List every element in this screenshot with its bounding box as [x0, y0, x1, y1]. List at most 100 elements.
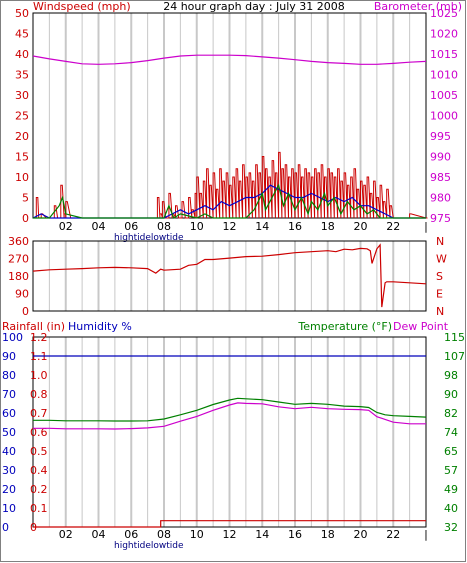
time-tick-label: | [424, 528, 428, 541]
barometer-tick-label: 990 [430, 151, 451, 164]
time-ticks-bottom: 02 04 06 08 10 12 14 16 18 20 22 | [59, 528, 428, 541]
windspeed-tick-label: 30 [15, 89, 29, 102]
compass-tick-label: W [436, 253, 447, 266]
time-tick-label: 10 [190, 220, 204, 233]
time-tick-label: 02 [59, 220, 73, 233]
time-tick-label: 14 [255, 528, 269, 541]
wind-gust-series [33, 151, 428, 219]
time-tick-label: 18 [321, 220, 335, 233]
dewpoint-axis-label: Dew Point [393, 320, 449, 333]
rainfall-tick-label: 0.2 [30, 483, 48, 496]
barometer-tick-label: 980 [430, 192, 451, 205]
time-tick-label: 06 [124, 528, 138, 541]
temperature-tick-label: 98 [444, 369, 458, 382]
humidity-tick-label: 10 [2, 502, 16, 515]
windspeed-tick-label: 40 [15, 48, 29, 61]
barometer-tick-label: 1005 [430, 89, 458, 102]
windspeed-tick-label: 5 [22, 192, 29, 205]
windspeed-tick-label: 20 [15, 130, 29, 143]
windspeed-tick-label: 10 [15, 171, 29, 184]
time-tick-label: 02 [59, 528, 73, 541]
time-ticks-top: 02 04 06 08 10 12 14 16 18 20 22 | [59, 220, 428, 233]
humidity-tick-label: 80 [2, 369, 16, 382]
direction-tick-label: 270 [8, 253, 29, 266]
compass-tick-label: S [436, 270, 443, 283]
time-tick-label: 08 [157, 528, 171, 541]
barometer-tick-label: 1020 [430, 28, 458, 41]
time-tick-label: 12 [223, 528, 237, 541]
rainfall-ticks: 00.10.20.40.50.60.70.81.01.11.2 [30, 331, 48, 534]
barometer-axis-label: Barometer (mb) [374, 0, 462, 13]
compass-tick-label: N [436, 235, 444, 248]
direction-plot-frame [32, 240, 427, 312]
windspeed-tick-label: 50 [15, 7, 29, 20]
humidity-tick-label: 70 [2, 388, 16, 401]
barometer-tick-label: 985 [430, 171, 451, 184]
humidity-tick-label: 0 [2, 521, 9, 534]
temperature-tick-label: 40 [444, 502, 458, 515]
humidity-tick-label: 90 [2, 350, 16, 363]
temperature-tick-label: 57 [444, 464, 458, 477]
temperature-ticks: 32 40 49 57 65 74 82 90 98 107 115 [444, 331, 465, 534]
climate-plot-frame [32, 336, 427, 528]
direction-tick-label: 90 [15, 288, 29, 301]
barometer-ticks: 975 980 985 990 995 1000 1005 1010 1015 1020 1025 [430, 7, 458, 225]
barometer-tick-label: 995 [430, 130, 451, 143]
rainfall-tick-label: 0.8 [30, 388, 48, 401]
rainfall-tick-label: 0.5 [30, 445, 48, 458]
barometer-tick-label: 1025 [430, 7, 458, 20]
tide-label-top: hightidelowtide [114, 233, 184, 243]
compass-tick-label: N [436, 305, 444, 318]
direction-tick-label: 360 [8, 235, 29, 248]
rainfall-tick-label: 0.6 [30, 426, 48, 439]
graph-title: 24 hour graph day : July 31 2008 [163, 0, 345, 13]
temperature-tick-label: 107 [444, 350, 465, 363]
rainfall-tick-label: 1.0 [30, 369, 48, 382]
windspeed-tick-label: 35 [15, 69, 29, 82]
temperature-axis-label: Temperature (°F) [297, 320, 392, 333]
humidity-tick-label: 50 [2, 426, 16, 439]
humidity-axis-label: Humidity % [68, 320, 132, 333]
windspeed-ticks: 0 5 10 15 20 25 30 35 40 45 50 [15, 7, 29, 225]
time-tick-label: 04 [92, 220, 106, 233]
windspeed-tick-label: 0 [22, 212, 29, 225]
direction-tick-label: 0 [22, 305, 29, 318]
direction-tick-label: 180 [8, 270, 29, 283]
temperature-tick-label: 49 [444, 483, 458, 496]
temperature-tick-label: 90 [444, 388, 458, 401]
dewpoint-series [33, 402, 426, 430]
windspeed-tick-label: 25 [15, 110, 29, 123]
rainfall-series [33, 520, 426, 528]
time-tick-label: 16 [288, 220, 302, 233]
temperature-tick-label: 82 [444, 407, 458, 420]
time-tick-label: | [424, 220, 428, 233]
tide-label-bottom: hightidelowtide [114, 541, 184, 551]
wind-direction-series [32, 243, 427, 308]
barometer-series [32, 54, 427, 65]
humidity-tick-label: 30 [2, 464, 16, 477]
direction-ticks: 0 90 180 270 360 [8, 235, 29, 318]
temperature-tick-label: 115 [444, 331, 465, 344]
time-tick-label: 18 [321, 528, 335, 541]
rainfall-tick-label: 0.1 [30, 502, 48, 515]
time-tick-label: 22 [386, 528, 400, 541]
humidity-tick-label: 60 [2, 407, 16, 420]
rainfall-tick-label: 1.2 [30, 331, 48, 344]
temperature-tick-label: 32 [444, 521, 458, 534]
wind-green-series [33, 183, 426, 219]
time-tick-label: 14 [255, 220, 269, 233]
time-tick-label: 20 [354, 528, 368, 541]
time-tick-label: 22 [386, 220, 400, 233]
temperature-tick-label: 74 [444, 426, 458, 439]
barometer-tick-label: 1015 [430, 48, 458, 61]
humidity-ticks: 0 10 20 30 40 50 60 70 80 90 100 [2, 331, 23, 534]
compass-tick-label: E [436, 288, 443, 301]
humidity-tick-label: 40 [2, 445, 16, 458]
time-tick-label: 10 [190, 528, 204, 541]
windspeed-axis-label: Windspeed (mph) [33, 0, 131, 13]
temperature-tick-label: 65 [444, 445, 458, 458]
time-tick-label: 08 [157, 220, 171, 233]
